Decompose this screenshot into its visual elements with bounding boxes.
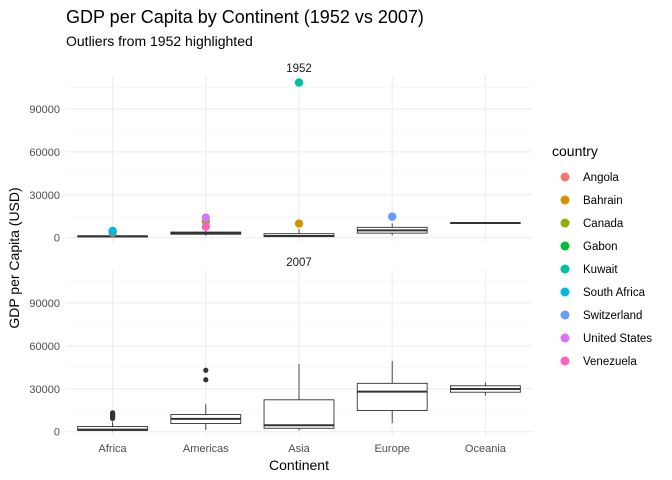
outlier-point	[110, 410, 116, 416]
box-africa	[77, 410, 149, 432]
y-tick-label: 0	[54, 427, 60, 439]
y-tick-label: 30000	[29, 384, 60, 396]
legend-swatch	[560, 310, 570, 320]
box-americas	[170, 367, 242, 430]
y-axis-title: GDP per Capita (USD)	[6, 187, 22, 328]
outlier-point	[203, 367, 209, 373]
panel-1952: 1952 0 30000 60000 90000	[29, 63, 532, 245]
legend-label: Kuwait	[583, 264, 618, 276]
y-tick-label: 60000	[29, 341, 60, 353]
legend-label: Gabon	[583, 241, 618, 253]
y-tick-label: 90000	[29, 298, 60, 310]
legend-item-switzerland: Switzerland	[560, 310, 642, 322]
legend-item-gabon: Gabon	[560, 241, 618, 253]
y-axis-ticks-2007: 0 30000 60000 90000	[29, 298, 60, 439]
legend-item-venezuela: Venezuela	[560, 356, 637, 368]
panel-label-1952: 1952	[286, 63, 312, 75]
legend-swatch	[560, 356, 570, 366]
box-oceania	[450, 382, 521, 396]
x-tick-label: Americas	[183, 443, 229, 455]
legend-title: country	[552, 143, 598, 159]
box-europe	[356, 361, 428, 424]
legend-item-angola: Angola	[560, 172, 619, 184]
point-kuwait	[294, 78, 304, 87]
box-asia	[263, 229, 335, 238]
x-tick-label: Asia	[288, 443, 310, 455]
box-body	[356, 382, 428, 411]
legend-label: Venezuela	[583, 356, 637, 368]
legend-item-united-states: United States	[560, 333, 652, 345]
point-united-states	[201, 213, 210, 222]
box-body	[263, 399, 335, 429]
panel-boxes-2007	[77, 361, 521, 432]
y-axis-ticks-1952: 0 30000 60000 90000	[29, 104, 60, 245]
x-tick-label: Europe	[374, 443, 409, 455]
legend-label: South Africa	[583, 287, 646, 299]
legend-item-south-africa: South Africa	[560, 287, 646, 299]
legend-label: Canada	[583, 218, 624, 230]
point-bahrain	[294, 219, 304, 228]
legend-label: United States	[583, 333, 652, 345]
box-oceania	[450, 221, 521, 224]
legend-label: Bahrain	[583, 195, 623, 207]
chart-title: GDP per Capita by Continent (1952 vs 200…	[66, 7, 424, 27]
legend-swatch	[560, 241, 570, 251]
legend-swatch	[560, 287, 570, 297]
legend-swatch	[560, 172, 570, 182]
x-tick-label: Africa	[99, 443, 128, 455]
panel-highlighted-points-1952	[108, 78, 397, 237]
y-tick-label: 30000	[29, 190, 60, 202]
x-axis-title: Continent	[269, 457, 329, 473]
legend-item-canada: Canada	[560, 218, 624, 230]
legend-item-bahrain: Bahrain	[560, 195, 623, 207]
box-asia	[263, 364, 335, 431]
panel-boxes-1952	[77, 221, 521, 238]
legend-swatch	[560, 218, 570, 228]
panel-2007: 2007 0 30000 60000 90000	[29, 257, 532, 439]
x-axis-ticks: Africa Americas Asia Europe Oceania	[99, 443, 507, 455]
legend-swatch	[560, 195, 570, 205]
legend-swatch	[560, 333, 570, 343]
legend: country Angola Bahrain Canada Gabon Kuwait So…	[552, 143, 652, 368]
legend-label: Switzerland	[583, 310, 642, 322]
panel-label-2007: 2007	[286, 257, 312, 269]
legend-item-kuwait: Kuwait	[560, 264, 618, 276]
point-switzerland	[388, 212, 397, 221]
box-europe	[356, 223, 428, 236]
point-south-africa	[108, 226, 117, 236]
x-tick-label: Oceania	[465, 443, 507, 455]
y-tick-label: 90000	[29, 104, 60, 116]
point-venezuela	[201, 222, 210, 231]
chart-subtitle: Outliers from 1952 highlighted	[66, 33, 253, 49]
panel-grid-1952	[66, 76, 532, 242]
legend-label: Angola	[583, 172, 619, 184]
y-tick-label: 60000	[29, 147, 60, 159]
outlier-point	[203, 377, 209, 383]
legend-swatch	[560, 264, 570, 274]
y-tick-label: 0	[54, 233, 60, 245]
